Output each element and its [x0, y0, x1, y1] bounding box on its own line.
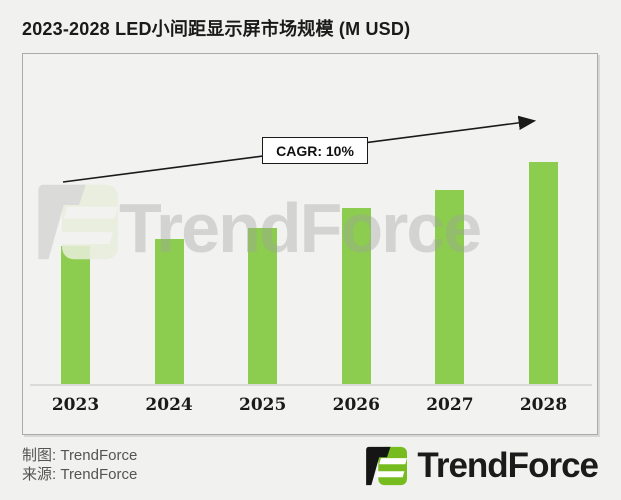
x-axis-line [30, 384, 592, 386]
x-axis-label-2025: 2025 [239, 395, 287, 415]
cagr-annotation: CAGR: 10% [262, 137, 368, 164]
trend-arrow [62, 115, 537, 183]
cagr-label: CAGR: 10% [276, 142, 354, 159]
chart-panel: 2023 2024 2025 2026 2027 2028 TrendForce CAGR… [22, 53, 598, 435]
bar-2026 [341, 208, 371, 384]
x-axis-label-2026: 2026 [332, 395, 380, 415]
trendforce-logo-text: TrendForce [417, 446, 599, 485]
trendforce-logo-icon [366, 446, 408, 486]
credit-line-2: 来源: TrendForce [22, 466, 138, 483]
bar-2025 [248, 228, 278, 384]
x-axis-label-2028: 2028 [519, 395, 568, 415]
x-axis-label-2023: 2023 [51, 395, 100, 415]
bar-2028 [529, 162, 558, 384]
credit-line-1: 制图: TrendForce [22, 447, 138, 464]
x-axis-label-2027: 2027 [426, 395, 474, 415]
bar-2023 [61, 246, 90, 384]
bar-group: 2023 2024 2025 2026 2027 2028 [23, 54, 597, 434]
bar-2027 [435, 190, 465, 384]
page-title: 2023-2028 LED小间距显示屏市场规模 (M USD) [22, 19, 411, 39]
bar-2024 [154, 239, 184, 384]
x-axis-label-2024: 2024 [145, 395, 193, 415]
footer-brand: TrendForce [366, 444, 599, 488]
credits: 制图: TrendForce 来源: TrendForce [22, 446, 137, 484]
